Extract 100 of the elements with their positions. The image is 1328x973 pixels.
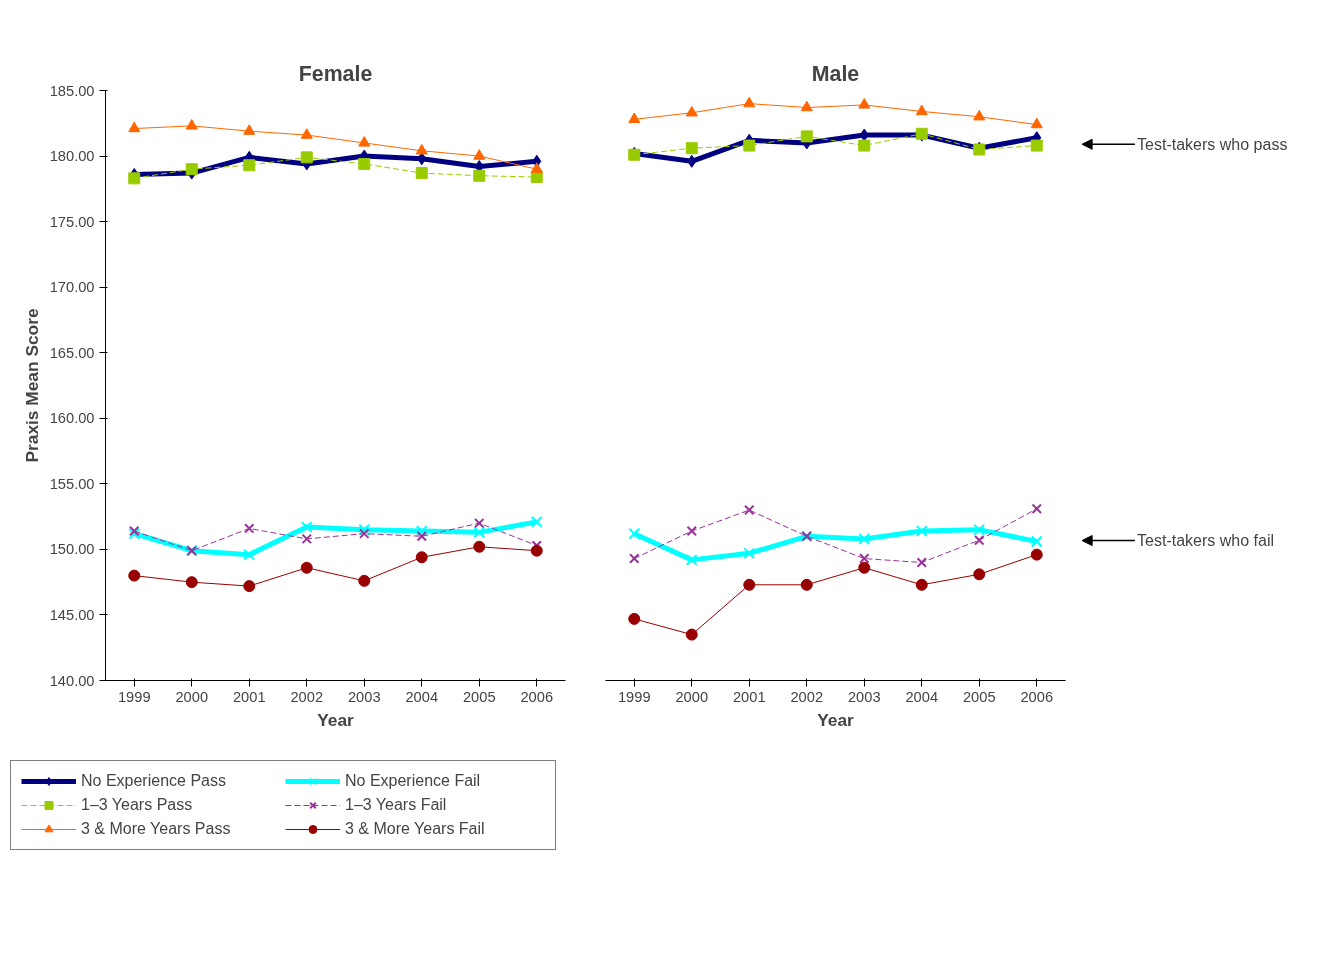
x-tick-label: 2006: [520, 688, 554, 705]
point: [743, 96, 756, 108]
point: [1031, 503, 1042, 514]
point: [300, 128, 313, 139]
point: [416, 531, 427, 542]
point: [128, 172, 141, 185]
x-tick-label: 2005: [962, 688, 996, 705]
x-tick-label: 2000: [175, 688, 209, 705]
point: [530, 544, 543, 557]
point: [300, 521, 313, 534]
x-tick-label: 2001: [232, 688, 266, 705]
point: [185, 576, 198, 589]
x-tick-label: 2002: [790, 688, 824, 705]
point: [744, 504, 755, 516]
x-tick-label: 2002: [290, 688, 324, 705]
x-tick-label: 2004: [405, 688, 439, 705]
point: [859, 553, 870, 564]
point: [858, 561, 871, 574]
x-tick-label: 1999: [617, 688, 651, 705]
point: [628, 112, 641, 124]
point: [358, 136, 371, 147]
point: [358, 523, 371, 536]
point: [973, 109, 986, 121]
point: [743, 139, 756, 152]
point: [685, 105, 698, 117]
text: Test-takers who fail: [1137, 532, 1275, 550]
point: [1030, 139, 1043, 152]
point: [628, 612, 641, 625]
point: [973, 523, 986, 536]
point: [743, 547, 756, 560]
x-axis-title: Year: [817, 709, 855, 730]
y-tick-label: 140.00: [49, 672, 95, 689]
x-axis-title: Year: [317, 709, 355, 730]
point: [415, 525, 428, 537]
point: [243, 548, 256, 561]
legend-label: 1–3 Years Pass: [81, 796, 194, 814]
x-tick-label: 1999: [117, 688, 151, 705]
text: Test-takers who pass: [1137, 135, 1288, 153]
point: [415, 167, 428, 180]
y-tick-label: 165.00: [49, 344, 95, 361]
point: [359, 528, 370, 539]
point: [628, 527, 641, 540]
point: [128, 121, 141, 133]
point: [685, 553, 698, 566]
point: [530, 162, 543, 173]
y-tick-label: 180.00: [49, 148, 95, 165]
point: [915, 578, 928, 591]
point: [185, 119, 198, 130]
legend-label: No Experience Pass: [81, 772, 227, 790]
x-tick-label: 2000: [675, 688, 709, 705]
point: [1030, 535, 1043, 548]
y-axis-title: Praxis Mean Score: [21, 308, 42, 463]
point: [685, 628, 698, 641]
x-tick-label: 2001: [732, 688, 766, 705]
point: [687, 154, 697, 168]
chart-title: Male: [811, 61, 860, 86]
point: [859, 128, 869, 142]
point: [685, 142, 698, 155]
legend-label: 1–3 Years Fail: [345, 796, 448, 814]
point: [243, 124, 256, 135]
point: [415, 143, 428, 155]
legend-label: No Experience Fail: [345, 772, 482, 790]
y-tick-label: 145.00: [49, 606, 95, 623]
point: [530, 515, 543, 528]
point: [858, 98, 871, 109]
y-tick-label: 185.00: [49, 82, 95, 99]
x-tick-label: 2003: [347, 688, 381, 705]
point: [128, 569, 141, 582]
point: [244, 523, 255, 534]
point: [974, 534, 985, 546]
point: [915, 525, 928, 537]
point: [473, 526, 486, 539]
y-tick-label: 175.00: [49, 213, 95, 230]
point: [1030, 117, 1043, 129]
y-tick-label: 160.00: [49, 410, 95, 427]
point: [1030, 548, 1043, 561]
point: [629, 553, 640, 564]
point: [858, 139, 871, 152]
point: [800, 130, 813, 143]
point: [916, 557, 927, 568]
legend-label: 3 & More Years Pass: [81, 820, 232, 838]
y-tick-label: 170.00: [49, 279, 95, 296]
x-tick-label: 2004: [905, 688, 939, 705]
point: [858, 532, 871, 545]
x-tick-label: 2006: [1020, 688, 1054, 705]
point: [358, 574, 371, 587]
point: [243, 580, 256, 593]
point: [686, 525, 697, 537]
point: [915, 104, 928, 116]
y-tick-label: 155.00: [49, 475, 95, 492]
point: [473, 169, 486, 182]
y-tick-label: 150.00: [49, 541, 95, 558]
legend-label: 3 & More Years Fail: [345, 820, 486, 838]
point: [243, 159, 256, 172]
x-tick-label: 2005: [462, 688, 496, 705]
point: [743, 578, 756, 591]
point: [358, 157, 371, 170]
point: [800, 578, 813, 591]
point: [417, 152, 427, 166]
x-tick-label: 2003: [847, 688, 881, 705]
